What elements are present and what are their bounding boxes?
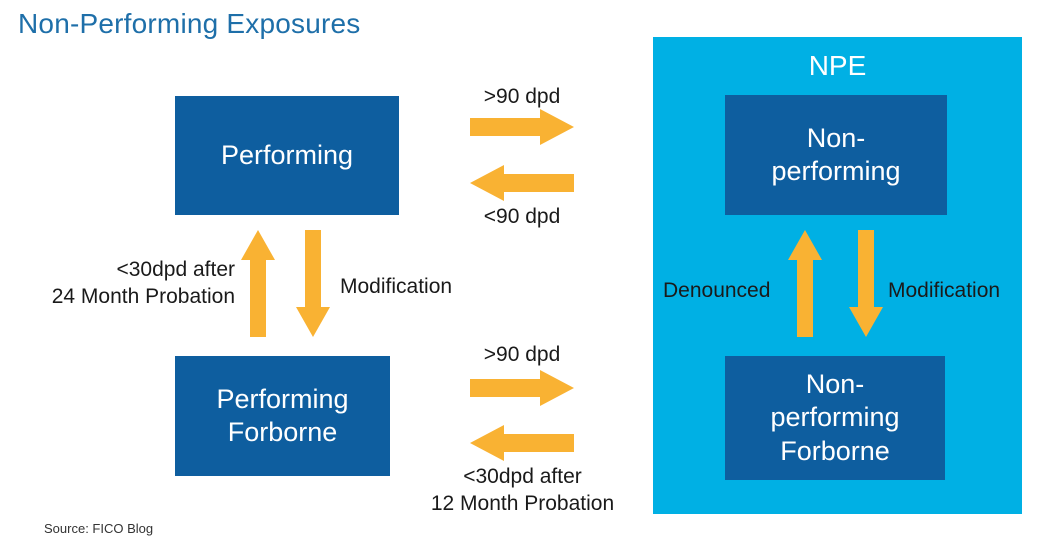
arrow-up-icon [240, 230, 276, 337]
npe-container: NPE Non- performing Non- performing Forb… [653, 37, 1022, 514]
source-credit: Source: FICO Blog [44, 521, 154, 536]
arrow-right-icon [470, 108, 574, 146]
arrow-left-icon [470, 164, 574, 202]
arrow-right-icon [470, 369, 574, 407]
arrow-up-icon [787, 230, 823, 337]
gt90dpd-label-bottom: >90 dpd [483, 343, 561, 366]
lt90dpd-label-top: <90 dpd [483, 205, 561, 228]
denounced-label: Denounced [663, 279, 771, 302]
performing-box: Performing [175, 96, 399, 215]
probation-12-label: <30dpd after 12 Month Probation [430, 465, 615, 515]
non-performing-forborne-box: Non- performing Forborne [725, 356, 945, 480]
modification-label-left: Modification [340, 275, 453, 298]
arrow-down-icon [295, 230, 331, 337]
arrow-down-icon [848, 230, 884, 337]
non-performing-box: Non- performing [725, 95, 947, 215]
npe-title: NPE [808, 50, 867, 81]
modification-label-right: Modification [888, 279, 1001, 302]
arrow-left-icon [470, 424, 574, 462]
page-title: Non-Performing Exposures [18, 8, 361, 39]
probation-24-label: <30dpd after 24 Month Probation [51, 258, 235, 308]
gt90dpd-label-top: >90 dpd [483, 85, 561, 108]
performing-forborne-box: Performing Forborne [175, 356, 390, 476]
